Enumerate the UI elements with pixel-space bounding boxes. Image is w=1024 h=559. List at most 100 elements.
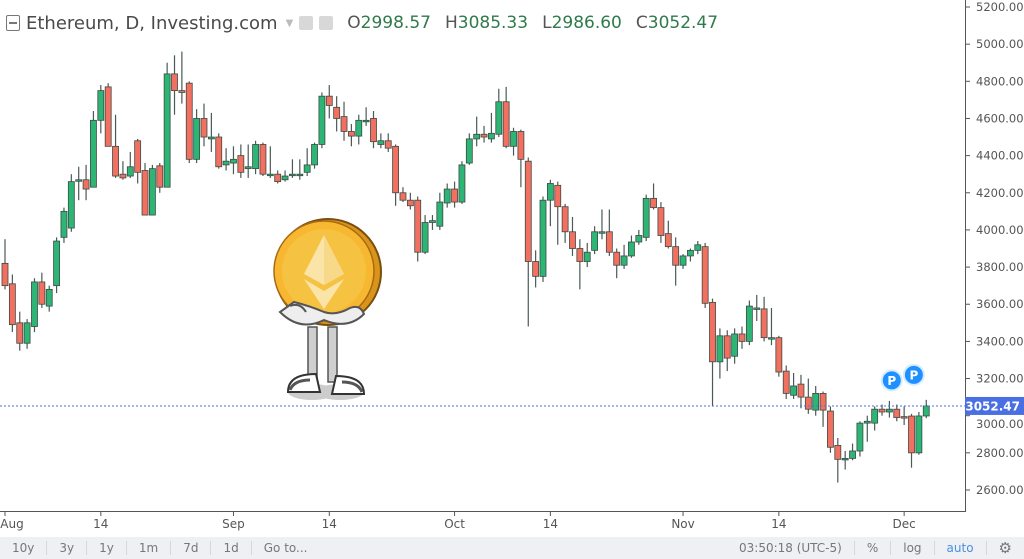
settings-icon[interactable]	[319, 16, 334, 30]
range-3y-button[interactable]: 3y	[47, 541, 88, 555]
candle-body-down	[878, 408, 886, 413]
candle-body-up	[60, 210, 68, 238]
candle	[834, 437, 842, 483]
low-value: L2986.60	[542, 13, 622, 33]
goto-button[interactable]: Go to...	[263, 541, 308, 555]
candle-body-up	[841, 458, 849, 461]
candle-body-up	[23, 322, 31, 344]
candle	[392, 144, 400, 206]
candle	[701, 242, 709, 308]
visibility-icon[interactable]	[299, 16, 314, 30]
percent-toggle[interactable]: %	[855, 541, 892, 555]
candle-body-down	[900, 416, 908, 419]
time-tick-label: Dec	[893, 517, 916, 531]
candle-body-down	[171, 73, 178, 91]
candle-body-down	[804, 396, 812, 410]
candle	[436, 192, 444, 230]
candle-body-up	[871, 408, 879, 424]
candle-body-down	[370, 118, 377, 143]
candle-body-up	[716, 335, 724, 363]
candle	[67, 174, 75, 232]
high-value: H3085.33	[444, 13, 529, 33]
candle	[760, 296, 768, 342]
candle	[812, 385, 820, 416]
marker-badge[interactable]: P	[902, 363, 925, 386]
candle-body-down	[406, 199, 414, 207]
candle	[75, 166, 83, 201]
candle	[745, 300, 753, 346]
candle-body-down	[827, 410, 834, 448]
price-axis[interactable]: 5200.00 5000.00 4800.00 4600.00 4400.00 4200.…	[965, 0, 1024, 497]
price-tick-label: 2800.00	[976, 446, 1024, 460]
candle	[23, 319, 31, 349]
marker-badge[interactable]: P	[880, 369, 903, 392]
range-10y-button[interactable]: 10y	[0, 541, 48, 555]
range-1d-button[interactable]: 1d	[211, 541, 252, 555]
log-toggle[interactable]: log	[891, 541, 935, 555]
candle	[82, 164, 90, 201]
candle	[922, 399, 930, 419]
candle	[672, 237, 680, 286]
candle	[650, 183, 657, 210]
range-7d-button[interactable]: 7d	[171, 541, 212, 555]
candle-body-down	[104, 86, 112, 147]
candle	[148, 164, 156, 216]
candle-body-up	[289, 173, 296, 177]
candle	[53, 237, 60, 294]
time-tick-label: Nov	[671, 517, 694, 531]
candle-body-down	[517, 131, 525, 160]
gear-icon[interactable]: ⚙	[998, 539, 1012, 557]
candle-body-up	[642, 197, 650, 238]
candle-body-up	[222, 160, 230, 166]
range-1y-button[interactable]: 1y	[87, 541, 127, 555]
candle-body-down	[82, 179, 90, 190]
candle	[583, 242, 591, 268]
candle	[517, 129, 525, 188]
candle	[827, 406, 834, 453]
chevron-down-icon[interactable]: ▼	[285, 17, 294, 29]
price-tick-label: 4200.00	[976, 186, 1024, 200]
time-tick-label: 14	[543, 517, 558, 531]
range-1m-button[interactable]: 1m	[127, 541, 172, 555]
collapse-icon[interactable]	[6, 15, 20, 31]
candle-body-down	[347, 131, 355, 137]
candle-body-down	[178, 90, 186, 93]
symbol-title[interactable]: Ethereum, D, Investing.com	[26, 12, 278, 34]
candle	[274, 170, 282, 184]
candle	[473, 116, 481, 147]
candle-body-down	[451, 188, 458, 203]
clock-timezone[interactable]: 03:50:18 (UTC-5)	[727, 541, 855, 555]
candle-body-up	[429, 220, 436, 223]
auto-toggle[interactable]: auto	[935, 541, 987, 555]
candle	[878, 404, 886, 416]
candle	[495, 88, 503, 138]
candle	[451, 181, 458, 208]
candle	[731, 328, 739, 364]
candle-body-down	[650, 197, 657, 209]
candle-body-down	[8, 283, 16, 326]
candle-body-down	[384, 140, 392, 149]
candle-body-up	[731, 333, 739, 357]
time-axis[interactable]: Aug 14 Sep 14 Oct 14 Nov 14 Dec	[0, 511, 916, 531]
candle-body-down	[119, 173, 127, 179]
candles	[1, 51, 930, 483]
candle	[252, 140, 259, 175]
candle	[687, 248, 694, 262]
candle	[281, 170, 289, 182]
candle	[679, 254, 687, 269]
candle-body-down	[569, 231, 576, 249]
candle-body-down	[134, 140, 142, 173]
candle-body-up	[628, 241, 635, 257]
price-tick-label: 4600.00	[976, 111, 1024, 125]
candle	[819, 391, 827, 427]
candle-body-down	[141, 170, 149, 216]
candle-body-up	[679, 255, 687, 266]
candle-body-down	[200, 118, 208, 138]
candle	[215, 133, 223, 169]
candlestick-chart[interactable]: 5200.00 5000.00 4800.00 4600.00 4400.00 4200.…	[0, 0, 1024, 537]
candle	[775, 335, 783, 377]
candle	[465, 133, 473, 165]
time-tick-label: 14	[322, 517, 337, 531]
candle	[694, 241, 702, 255]
